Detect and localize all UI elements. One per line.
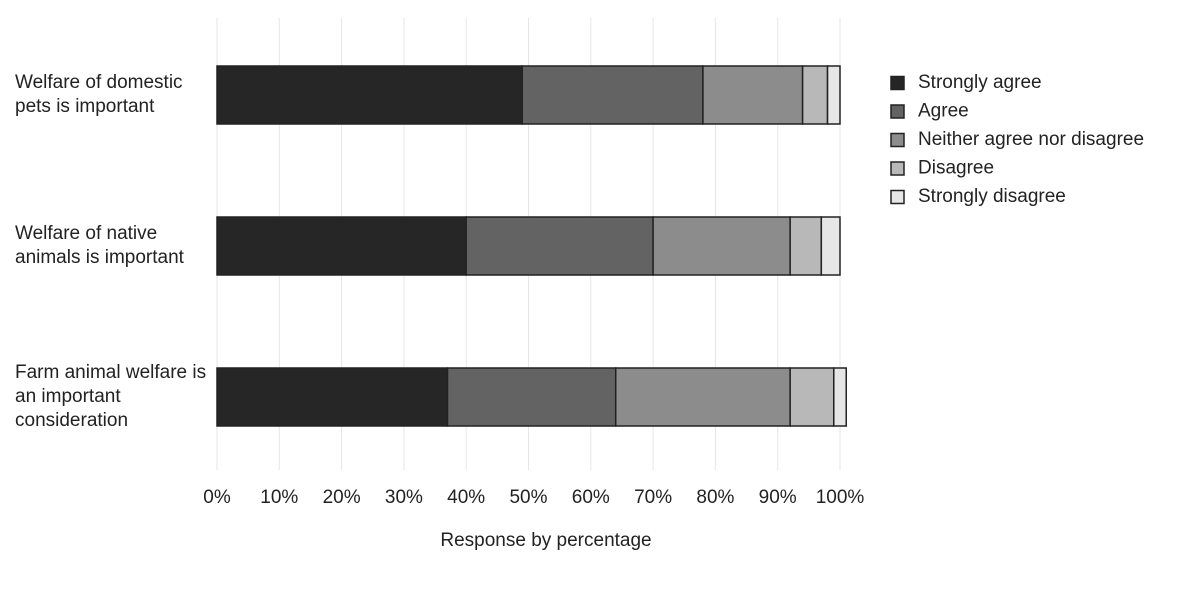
x-tick-label: 0% [203,487,231,508]
bar-segment [789,367,835,427]
x-axis-title: Response by percentage [440,530,651,551]
bar-segment [789,216,823,276]
bar-segment [702,65,804,125]
x-tick-label: 80% [696,487,734,508]
y-tick-label: Welfare of native animals is important [15,223,184,268]
bar-segment [826,65,841,125]
bar-segment [446,367,617,427]
bar-segment [652,216,791,276]
x-tick-label: 50% [509,487,547,508]
bar-segment [801,65,829,125]
legend-label: Strongly disagree [918,186,1066,207]
x-tick-label: 90% [759,487,797,508]
legend-label: Agree [918,101,969,122]
legend-swatch [890,161,905,176]
legend-label: Neither agree nor disagree [918,129,1144,150]
bar-segment [216,367,449,427]
x-tick-label: 10% [260,487,298,508]
legend-swatch [890,75,905,91]
bar-segment [833,367,847,427]
y-tick-label: Farm animal welfare is an important cons… [15,362,207,431]
x-tick-label: 30% [385,487,423,508]
x-tick-label: 40% [447,487,485,508]
bar-segment [216,216,467,276]
x-tick-label: 60% [572,487,610,508]
bar-segment [614,367,791,427]
legend-swatch [890,104,905,119]
x-tick-label: 100% [816,487,865,508]
bar-segment [465,216,654,276]
bar-segment [820,216,841,276]
legend-label: Strongly agree [918,72,1042,93]
legend-swatch [890,189,905,205]
y-tick-label: Welfare of domestic pets is important [15,72,183,117]
bar-segment [216,65,524,125]
x-tick-label: 70% [634,487,672,508]
legend-label: Disagree [918,158,994,179]
legend-swatch [890,132,905,148]
x-tick-label: 20% [323,487,361,508]
bar-segment [521,65,704,125]
